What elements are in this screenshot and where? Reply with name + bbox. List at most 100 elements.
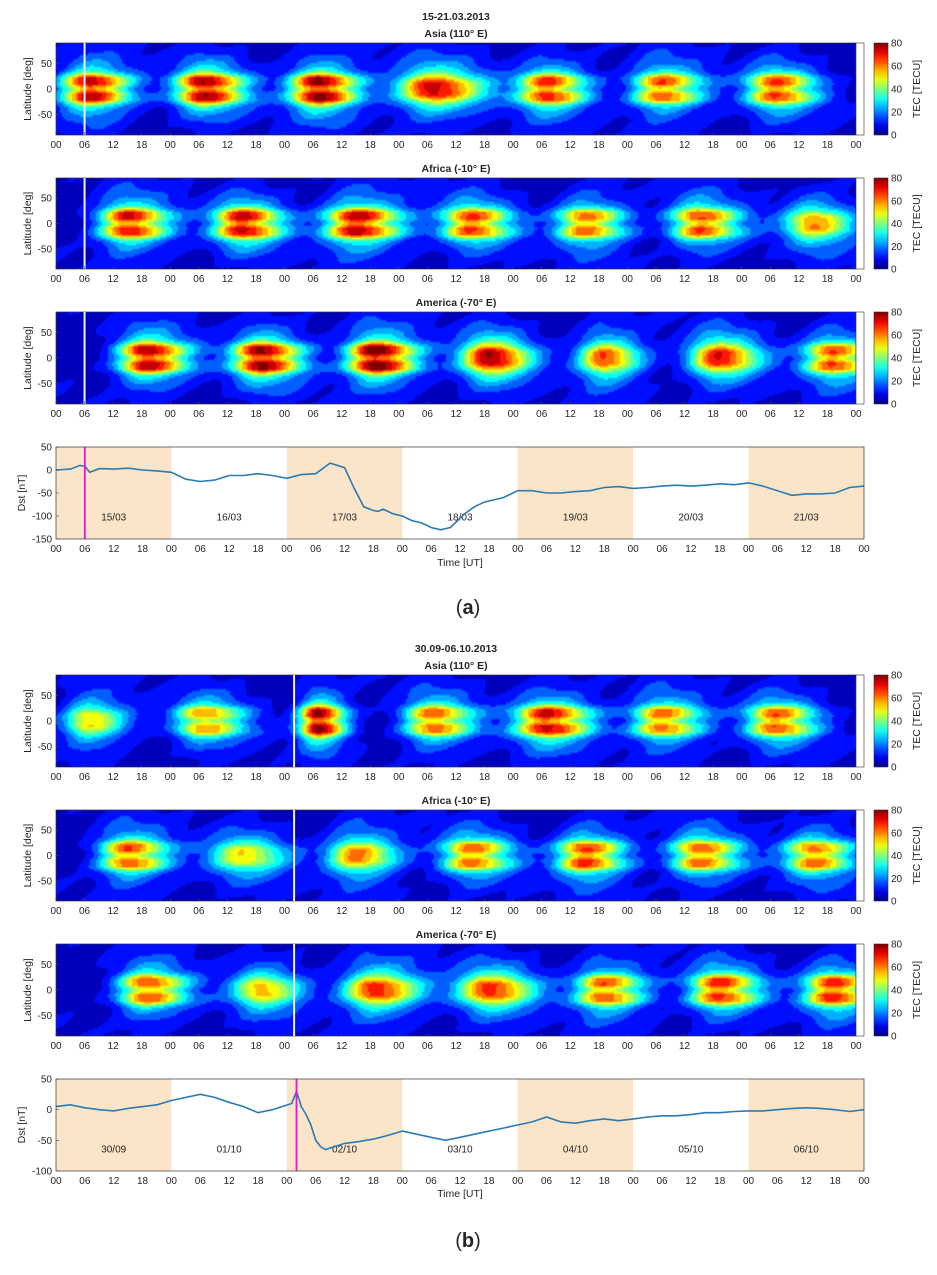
panel-b-colorbar-0-tick-3: 20 xyxy=(891,740,903,751)
panel-a-dst-ytick-0: 50 xyxy=(41,443,53,454)
panel-b-heatmap-2-xtick-end: 00 xyxy=(850,1041,862,1052)
panel-b-colorbar-2-tick-0: 80 xyxy=(891,940,903,951)
panel-a-heatmap-1-xtick-3: 18 xyxy=(136,274,148,285)
panel-a-colorbar-2-tick-4: 0 xyxy=(891,400,897,411)
panel-a-dst-xtick-7: 18 xyxy=(252,544,264,555)
panel-b-heatmap-1-xtick-5: 06 xyxy=(193,906,205,917)
panel-b-heatmap-2-xtick-21: 06 xyxy=(650,1041,662,1052)
panel-b-heatmap-1-xtick-27: 18 xyxy=(822,906,834,917)
panel-a-heatmap-2-ytick-0: 50 xyxy=(41,328,53,339)
panel-a-colorbar-0-tick-3: 20 xyxy=(891,108,903,119)
panel-b-heatmap-0-xtick-15: 18 xyxy=(479,772,491,783)
panel-b-dst-xtick-12: 00 xyxy=(397,1176,409,1187)
panel-b-heatmap-2-xtick-24: 00 xyxy=(736,1041,748,1052)
panel-b-heatmap-2-xtick-9: 06 xyxy=(308,1041,320,1052)
panel-a-heatmap-0-xtick-21: 06 xyxy=(650,140,662,151)
panel-b-heatmap-1-xtick-19: 18 xyxy=(593,906,605,917)
panel-a-heatmap-1-ytick-2: -50 xyxy=(38,244,53,255)
panel-a-heatmap-0-xtick-9: 06 xyxy=(308,140,320,151)
panel-a-heatmap-2-xtick-15: 18 xyxy=(479,409,491,420)
panel-a-dst-xtick-27: 18 xyxy=(830,544,842,555)
panel-b-heatmap-1-xtick-1: 06 xyxy=(79,906,91,917)
panel-b-heatmap-1-xtick-end: 00 xyxy=(850,906,862,917)
panel-a-colorbar-1-tick-0: 80 xyxy=(891,174,903,185)
panel-b-dst-xtick-22: 12 xyxy=(685,1176,697,1187)
panel-a-colorbar-1-tick-4: 0 xyxy=(891,265,897,276)
panel-b-heatmap-0-ytick-2: -50 xyxy=(38,742,53,753)
panel-a-dst-ytick-2: -50 xyxy=(38,489,53,500)
panel-a-heatmap-1-edge xyxy=(855,177,865,270)
panel-b-colorbar-2-tick-4: 0 xyxy=(891,1032,897,1043)
panel-a-colorbar-1-label: TEC [TECU] xyxy=(911,194,923,252)
panel-b-dst-xlabel: Time [UT] xyxy=(437,1188,483,1200)
panel-b-heatmap-1-xtick-14: 12 xyxy=(450,906,462,917)
panel-b-heatmap-2-xtick-20: 00 xyxy=(622,1041,634,1052)
panel-a-dst-xtick-16: 00 xyxy=(512,544,524,555)
panel-b-heatmap-1-xtick-13: 06 xyxy=(422,906,434,917)
panel-b: 30.09-06.10.2013 Asia (110° E) 50 0 -50 Latit… xyxy=(16,643,923,1252)
panel-b-heatmap-0-xtick-11: 18 xyxy=(365,772,377,783)
panel-b-heatmap-1-image xyxy=(56,810,856,901)
panel-a-heatmap-1-ylabel: Latitude [deg] xyxy=(22,192,34,256)
panel-b-heatmap-0-title: Asia (110° E) xyxy=(424,660,487,672)
panel-b-heatmap-0-ytick-0: 50 xyxy=(41,691,53,702)
panel-b-heatmap-2-title: America (-70° E) xyxy=(416,929,497,941)
panel-a-heatmap-2-xtick-1: 06 xyxy=(79,409,91,420)
panel-a-heatmap-0-xtick-5: 06 xyxy=(193,140,205,151)
panel-a-heatmap-2-ytick-1: 0 xyxy=(46,354,52,365)
panel-b-heatmap-0-xtick-end: 00 xyxy=(850,772,862,783)
panel-b-colorbar-1-label: TEC [TECU] xyxy=(911,826,923,884)
panel-a-heatmap-2-xtick-6: 12 xyxy=(222,409,234,420)
panel-a-colorbar-2-tick-0: 80 xyxy=(891,308,903,319)
panel-b-dst-xtick-25: 06 xyxy=(772,1176,784,1187)
panel-a-heatmap-2-xtick-12: 00 xyxy=(393,409,405,420)
panel-b-colorbar-1-tick-4: 0 xyxy=(891,897,897,908)
panel-b-dst-xtick-2: 12 xyxy=(108,1176,120,1187)
panel-b-heatmap-0-xtick-20: 00 xyxy=(622,772,634,783)
panel-a-heatmap-2-title: America (-70° E) xyxy=(416,297,497,309)
panel-a-heatmap-2-xtick-26: 12 xyxy=(793,409,805,420)
panel-a-heatmap-2-xtick-16: 00 xyxy=(508,409,520,420)
panel-b-heatmap-2-ytick-0: 50 xyxy=(41,960,53,971)
panel-a-dst-xtick-1: 06 xyxy=(79,544,91,555)
panel-b-heatmap-2-xtick-23: 18 xyxy=(708,1041,720,1052)
panel-b-dst-xtick-14: 12 xyxy=(454,1176,466,1187)
panel-a-dst-day-label-4: 19/03 xyxy=(563,513,588,524)
panel-b-colorbar-2-tick-3: 20 xyxy=(891,1009,903,1020)
panel-a-dst-xtick-24: 00 xyxy=(743,544,755,555)
panel-a-heatmap-1-xtick-16: 00 xyxy=(508,274,520,285)
panel-b-colorbar-0-label: TEC [TECU] xyxy=(911,692,923,750)
panel-b-dst-ytick-0: 50 xyxy=(41,1075,53,1086)
panel-b-heatmap-0-xtick-7: 18 xyxy=(250,772,262,783)
panel-a-heatmap-1-image xyxy=(56,178,856,269)
panel-b-dst-xtick-24: 00 xyxy=(743,1176,755,1187)
panel-a-heatmap-1-xtick-18: 12 xyxy=(565,274,577,285)
panel-b-heatmap-1-xtick-0: 00 xyxy=(50,906,62,917)
panel-a-heatmap-1: Africa (-10° E) 50 0 -50 Latitude [deg] 00 06 1… xyxy=(22,163,923,285)
panel-a-colorbar-2-tick-3: 20 xyxy=(891,377,903,388)
panel-a-heatmap-1-ytick-1: 0 xyxy=(46,219,52,230)
panel-a-caption: (a) xyxy=(456,597,480,619)
panel-b-colorbar-0-tick-0: 80 xyxy=(891,671,903,682)
panel-b-dst-day-shade-4 xyxy=(517,1079,634,1171)
panel-b-heatmap-2-xtick-4: 00 xyxy=(165,1041,177,1052)
panel-b-colorbar-1-tick-2: 40 xyxy=(891,851,903,862)
panel-a-dst-xtick-8: 00 xyxy=(281,544,293,555)
panel-a-heatmap-2-xtick-14: 12 xyxy=(450,409,462,420)
panel-b-colorbar-1-tick-0: 80 xyxy=(891,806,903,817)
panel-b-dst-xtick-6: 12 xyxy=(224,1176,236,1187)
panel-b-heatmap-0-xtick-18: 12 xyxy=(565,772,577,783)
panel-a-heatmap-0-xtick-8: 00 xyxy=(279,140,291,151)
panel-b-heatmap-2-xtick-6: 12 xyxy=(222,1041,234,1052)
panel-a-heatmap-1-xtick-17: 06 xyxy=(536,274,548,285)
panel-b-heatmap-2-ytick-2: -50 xyxy=(38,1011,53,1022)
panel-a-dst-xtick-10: 12 xyxy=(339,544,351,555)
panel-b-caption: (b) xyxy=(455,1230,481,1252)
panel-b-dst-xtick-9: 06 xyxy=(310,1176,322,1187)
panel-b-heatmap-1-xtick-6: 12 xyxy=(222,906,234,917)
panel-b-heatmap-0-edge xyxy=(855,674,865,768)
panel-b-heatmap-2-xtick-18: 12 xyxy=(565,1041,577,1052)
panel-b-heatmap-1-xtick-7: 18 xyxy=(250,906,262,917)
panel-a-heatmap-1-xtick-24: 00 xyxy=(736,274,748,285)
panel-b-heatmap-2-xtick-13: 06 xyxy=(422,1041,434,1052)
